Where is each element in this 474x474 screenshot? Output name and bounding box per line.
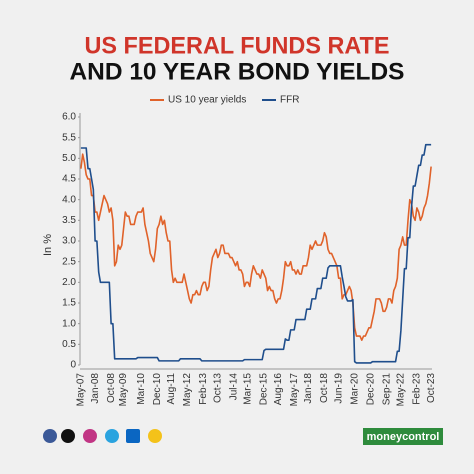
icon[interactable] — [126, 429, 140, 443]
y-tick-label: 3.0 — [62, 236, 76, 247]
x-tick-label: Jan-08 — [90, 373, 101, 404]
x-tick-label: Jul-14 — [228, 373, 239, 401]
y-tick-label: 4.0 — [62, 194, 76, 205]
y-tick-label: 1.5 — [62, 298, 76, 309]
y-tick-label: 2.5 — [62, 256, 76, 267]
x-tick-label: Jun-19 — [333, 373, 344, 404]
y-tick-label: 3.5 — [62, 215, 76, 226]
icon[interactable] — [61, 429, 75, 443]
legend-label: US 10 year yields — [168, 95, 246, 106]
x-tick-label: Dec-20 — [365, 373, 376, 406]
icon[interactable] — [83, 429, 97, 443]
y-axis-label: In % — [42, 234, 54, 256]
x-tick-label: Dec-15 — [259, 373, 270, 406]
x-tick-label: Oct-18 — [319, 373, 330, 403]
icon[interactable] — [43, 429, 57, 443]
x-tick-label: May-17 — [289, 373, 300, 407]
y-tick-label: 4.5 — [62, 174, 76, 185]
x-tick-label: Mar-10 — [136, 373, 147, 405]
x-tick-label: May-12 — [182, 373, 193, 407]
brand-badge — [363, 428, 443, 445]
x-tick-label: Aug-16 — [273, 373, 284, 406]
x-tick-label: May-22 — [396, 373, 407, 407]
x-tick-label: Feb-23 — [412, 373, 423, 405]
x-tick-label: Sep-21 — [381, 373, 392, 406]
x-tick-label: Dec-10 — [152, 373, 163, 406]
x-tick-label: Aug-11 — [166, 373, 177, 405]
x-tick-label: Oct-23 — [426, 373, 437, 403]
series-line — [80, 143, 432, 364]
x-tick-label: Mar-15 — [243, 373, 254, 405]
x-tick-label: Oct-13 — [212, 373, 223, 403]
x-tick-label: Jan-18 — [303, 373, 314, 404]
brand: moneycontrol — [367, 431, 440, 443]
icon[interactable] — [148, 429, 162, 443]
x-tick-label: May-09 — [118, 373, 129, 407]
y-tick-label: 1.0 — [62, 318, 76, 329]
y-tick-label: 6.0 — [62, 112, 76, 123]
y-tick-label: 5.5 — [62, 132, 76, 143]
series-line — [80, 153, 432, 341]
x-tick-label: Oct-08 — [106, 373, 117, 403]
y-tick-label: 0 — [70, 360, 76, 371]
x-tick-label: Mar-20 — [349, 373, 360, 405]
chart-title: US FEDERAL FUNDS RATE — [85, 32, 390, 59]
social-icons — [43, 429, 162, 443]
y-tick-label: 2.0 — [62, 277, 76, 288]
y-tick-label: 5.0 — [62, 153, 76, 164]
legend-label: FFR — [280, 95, 299, 106]
icon[interactable] — [105, 429, 119, 443]
x-tick-label: May-07 — [76, 373, 87, 407]
x-tick-label: Feb-13 — [198, 373, 209, 405]
chart-title: AND 10 YEAR BOND YIELDS — [70, 58, 405, 85]
y-tick-label: 0.5 — [62, 339, 76, 350]
